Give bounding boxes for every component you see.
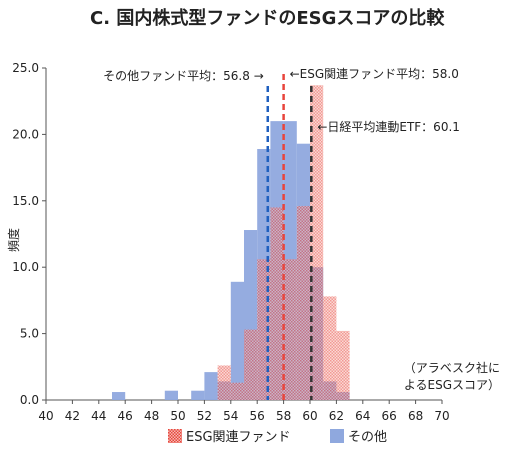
x-tick-label: 54 bbox=[223, 409, 238, 423]
bar-esg bbox=[217, 365, 231, 400]
source-note-line1: （アラベスク社に bbox=[404, 360, 500, 375]
x-tick-label: 62 bbox=[329, 409, 344, 423]
y-tick-label: 20.0 bbox=[12, 127, 39, 141]
x-tick-label: 52 bbox=[197, 409, 212, 423]
bar-other bbox=[112, 392, 126, 400]
x-tick-label: 64 bbox=[355, 409, 370, 423]
bar-esg bbox=[283, 259, 297, 400]
bar-esg bbox=[310, 85, 324, 400]
reference-label-nikkei-etf: ←日経平均連動ETF：60.1 bbox=[317, 120, 460, 134]
legend-swatch-other bbox=[330, 429, 344, 443]
x-tick-label: 66 bbox=[382, 409, 397, 423]
bar-esg bbox=[257, 259, 271, 400]
x-tick-label: 56 bbox=[250, 409, 265, 423]
bar-other bbox=[230, 281, 244, 400]
chart-title: C. 国内株式型ファンドのESGスコアの比較 bbox=[90, 7, 445, 29]
bar-other bbox=[204, 372, 218, 400]
x-tick-label: 60 bbox=[302, 409, 317, 423]
bar-other bbox=[164, 390, 178, 400]
legend-swatch-esg bbox=[168, 429, 182, 443]
y-tick-label: 5.0 bbox=[20, 327, 39, 341]
x-tick-label: 46 bbox=[118, 409, 133, 423]
x-tick-label: 44 bbox=[91, 409, 106, 423]
reference-label-esg-mean: ←ESG関連ファンド平均：58.0 bbox=[290, 67, 459, 81]
bar-esg bbox=[230, 382, 244, 400]
legend-label-other: その他 bbox=[348, 430, 387, 445]
bar-esg bbox=[244, 329, 258, 400]
bar-esg bbox=[270, 207, 284, 400]
x-tick-label: 42 bbox=[65, 409, 80, 423]
bar-esg bbox=[296, 206, 310, 400]
x-tick-label: 68 bbox=[408, 409, 423, 423]
x-tick-label: 70 bbox=[434, 409, 449, 423]
y-tick-label: 25.0 bbox=[12, 61, 39, 75]
y-tick-label: 0.0 bbox=[20, 393, 39, 407]
y-tick-label: 15.0 bbox=[12, 194, 39, 208]
x-tick-label: 40 bbox=[38, 409, 53, 423]
x-tick-label: 48 bbox=[144, 409, 159, 423]
plot-area: 0.0 5.0 10.0 15.0 20.0 25.0 40 42 44 46 48 50 52 54 56… bbox=[12, 61, 500, 445]
y-axis-label: 頻度 bbox=[6, 228, 21, 252]
reference-label-other-mean: その他ファンド平均：56.8 → bbox=[103, 69, 264, 83]
source-note-line2: よるESGスコア） bbox=[404, 378, 500, 392]
x-tick-label: 50 bbox=[170, 409, 185, 423]
bar-esg bbox=[323, 296, 337, 400]
y-tick-label: 10.0 bbox=[12, 260, 39, 274]
bar-esg bbox=[336, 330, 350, 400]
x-tick-label: 58 bbox=[276, 409, 291, 423]
legend-label-esg: ESG関連ファンド bbox=[186, 430, 291, 445]
bar-other bbox=[191, 390, 205, 400]
